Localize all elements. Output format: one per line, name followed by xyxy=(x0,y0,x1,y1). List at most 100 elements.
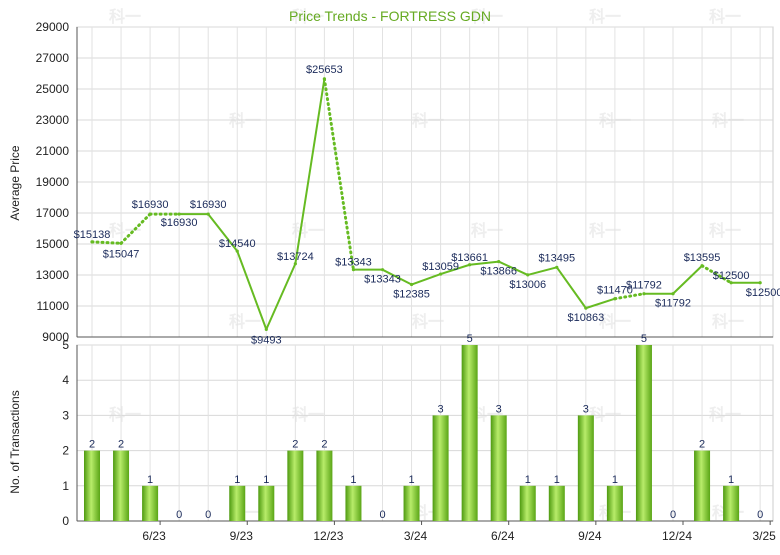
price-point-label: $12500 xyxy=(713,270,750,282)
price-point xyxy=(351,268,356,272)
price-point xyxy=(526,273,530,277)
transaction-bar-label: 2 xyxy=(118,439,124,451)
transaction-bar-label: 0 xyxy=(757,509,763,521)
price-point-label: $13059 xyxy=(422,261,459,273)
price-point-label: $11792 xyxy=(626,280,662,292)
price-point xyxy=(439,272,443,276)
price-point-label: $10863 xyxy=(567,312,604,324)
price-y-tick-label: 9000 xyxy=(42,330,69,344)
price-y-tick-label: 15000 xyxy=(36,237,70,251)
price-point xyxy=(700,264,704,268)
x-tick-label: 3/25 xyxy=(752,529,776,543)
transaction-bar-label: 5 xyxy=(641,333,647,345)
transaction-bar xyxy=(490,415,507,521)
watermark-glyph: 科一 xyxy=(709,7,741,26)
transaction-bar-label: 1 xyxy=(350,474,356,486)
transaction-bar-label: 0 xyxy=(670,509,676,521)
price-point xyxy=(729,281,733,285)
price-line-segment xyxy=(468,260,500,266)
price-point xyxy=(322,77,326,81)
price-point xyxy=(584,306,588,310)
transaction-bar-label: 5 xyxy=(467,333,473,345)
transaction-bar xyxy=(229,485,246,521)
price-point-label: $13495 xyxy=(538,252,575,264)
price-line-segment xyxy=(584,297,616,310)
price-line-segment xyxy=(236,250,268,331)
y-axis-label-transactions: No. of Transactions xyxy=(8,390,22,493)
price-line-segment xyxy=(526,266,558,276)
price-point xyxy=(497,259,501,264)
watermark-glyph: 科一 xyxy=(709,221,741,240)
transactions-y-tick-label: 2 xyxy=(62,444,69,458)
price-point xyxy=(264,327,268,331)
transactions-y-tick-label: 1 xyxy=(62,479,69,493)
transaction-bar xyxy=(723,485,740,521)
watermark-glyph: 科一 xyxy=(229,312,261,331)
x-tick-label: 12/24 xyxy=(662,529,692,543)
transaction-bar xyxy=(635,345,652,521)
price-line-segment xyxy=(410,273,442,286)
watermark-glyph: 科一 xyxy=(292,7,324,26)
price-point xyxy=(206,212,210,216)
transaction-bar-label: 1 xyxy=(147,474,153,486)
price-point-label: $16930 xyxy=(190,199,227,211)
price-point xyxy=(148,212,152,216)
price-line-segment xyxy=(672,264,704,295)
transaction-bar xyxy=(113,450,130,521)
transactions-y-tick-label: 4 xyxy=(62,373,69,387)
transaction-bar-label: 3 xyxy=(583,403,589,415)
transaction-bar-label: 0 xyxy=(379,509,385,521)
transaction-bar-label: 1 xyxy=(612,474,618,486)
price-point-label: $11470 xyxy=(597,285,633,297)
transaction-bar-label: 3 xyxy=(438,403,444,415)
transaction-bar-label: 2 xyxy=(321,439,327,451)
price-y-tick-label: 19000 xyxy=(36,175,70,189)
transaction-bar-label: 2 xyxy=(699,439,705,451)
price-point-label: $12385 xyxy=(393,289,430,301)
watermark-glyph: 科一 xyxy=(109,221,141,240)
watermark-glyph: 科一 xyxy=(292,221,324,240)
transaction-bar xyxy=(461,345,478,521)
transaction-bar xyxy=(694,450,711,521)
price-point-label: $9493 xyxy=(251,334,282,346)
watermark-glyph: 科一 xyxy=(471,7,503,26)
price-point-label: $13595 xyxy=(684,252,721,264)
watermark-glyph: 科一 xyxy=(412,312,444,331)
transaction-bar xyxy=(258,485,275,521)
transaction-bar xyxy=(606,485,623,521)
x-tick-label: 6/23 xyxy=(142,529,166,543)
price-line-segment xyxy=(119,212,152,245)
price-point xyxy=(90,240,94,244)
watermark-glyph: 科一 xyxy=(589,221,621,240)
price-y-tick-label: 23000 xyxy=(36,113,70,127)
watermark-glyph: 科一 xyxy=(712,312,744,331)
price-line-segment xyxy=(322,77,355,272)
price-point-label: $13343 xyxy=(335,257,372,269)
price-y-tick-label: 13000 xyxy=(36,268,70,282)
price-line-segment xyxy=(90,240,123,245)
price-line-segment xyxy=(555,266,587,310)
price-point-label: $11792 xyxy=(655,298,691,310)
price-panel: Price Trends - FORTRESS GDN Average Pric… xyxy=(8,8,780,346)
price-point-label: $16930 xyxy=(132,199,169,211)
x-tick-label: 9/24 xyxy=(578,529,602,543)
watermark-glyph: 科一 xyxy=(109,405,141,424)
transactions-y-tick-label: 5 xyxy=(62,338,69,352)
price-point xyxy=(119,241,123,245)
price-y-tick-label: 11000 xyxy=(37,299,70,313)
price-point xyxy=(613,297,617,301)
transaction-bar xyxy=(432,415,449,521)
price-point-label: $14540 xyxy=(219,238,256,250)
price-line-segment xyxy=(613,292,646,301)
price-point xyxy=(642,292,646,296)
transaction-bar-label: 1 xyxy=(525,474,531,486)
transaction-bar-label: 1 xyxy=(234,474,240,486)
watermark-glyph: 科一 xyxy=(292,405,324,424)
price-line-segment xyxy=(497,260,529,276)
price-point-label: $13006 xyxy=(509,279,546,291)
watermark-glyph: 科一 xyxy=(589,7,621,26)
price-point-label: $12500 xyxy=(746,287,780,299)
price-point xyxy=(235,249,239,253)
watermark-glyph: 科一 xyxy=(471,221,503,240)
